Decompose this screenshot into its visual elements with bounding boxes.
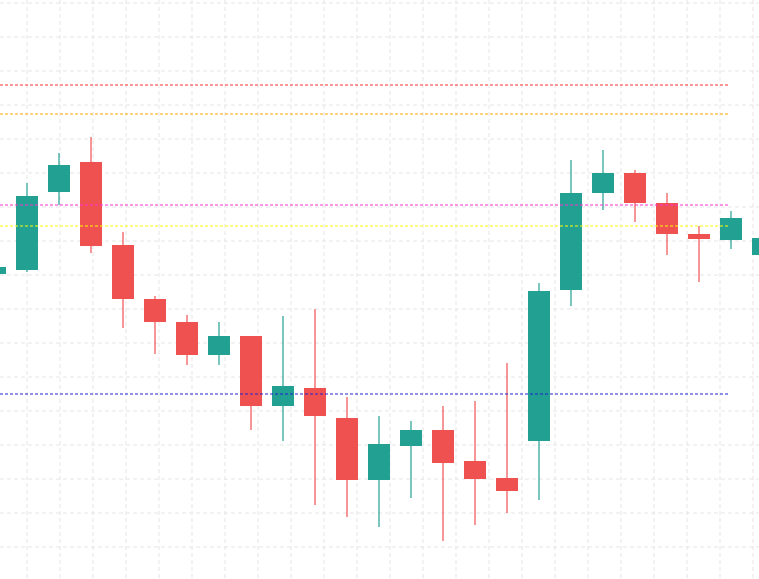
candle-body <box>80 162 102 246</box>
candle-body <box>528 291 550 441</box>
candle-body <box>688 234 710 239</box>
candle-body <box>272 386 294 406</box>
candle-body <box>16 196 38 270</box>
candle-body <box>208 336 230 355</box>
candle-body <box>496 478 518 491</box>
candle-body <box>624 173 646 203</box>
candle-body <box>752 238 759 255</box>
candle-body <box>240 336 262 406</box>
candle-body <box>400 430 422 446</box>
candle-body <box>592 173 614 193</box>
candle-body <box>368 444 390 480</box>
candle-body <box>464 461 486 479</box>
candle-body <box>560 193 582 290</box>
candle-body <box>656 203 678 234</box>
candle-body <box>48 165 70 192</box>
candle-body <box>144 299 166 322</box>
candle-body <box>304 388 326 416</box>
candle-body <box>176 322 198 355</box>
candle-body <box>720 218 742 240</box>
candle-body <box>112 245 134 299</box>
candle-body <box>336 418 358 480</box>
candle-body <box>0 267 6 274</box>
candle-body <box>432 430 454 463</box>
